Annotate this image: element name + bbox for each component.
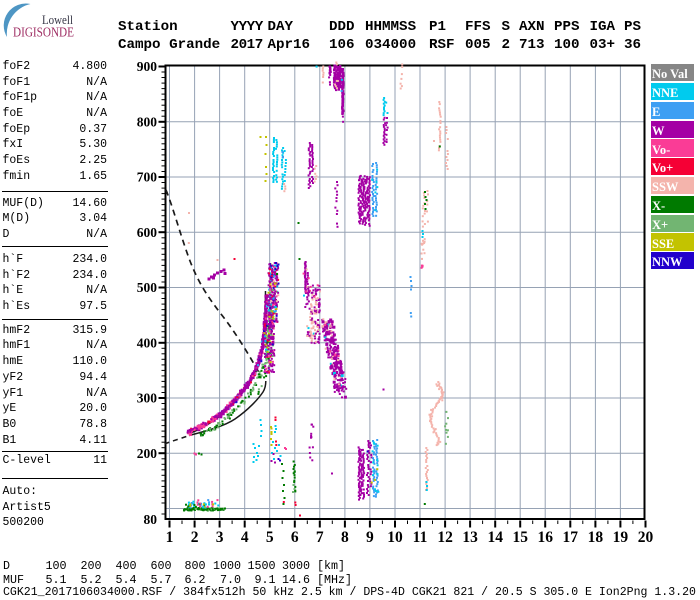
svg-text:17: 17 — [563, 529, 579, 546]
svg-text:80: 80 — [144, 512, 158, 527]
svg-text:300: 300 — [137, 391, 158, 406]
svg-text:900: 900 — [137, 59, 158, 74]
svg-text:700: 700 — [137, 170, 158, 185]
svg-text:400: 400 — [137, 335, 158, 350]
svg-text:5: 5 — [266, 529, 274, 546]
svg-text:14: 14 — [487, 529, 503, 546]
svg-text:600: 600 — [137, 225, 158, 240]
svg-text:1: 1 — [166, 529, 174, 546]
svg-text:11: 11 — [413, 529, 428, 546]
svg-text:9: 9 — [366, 529, 374, 546]
svg-text:Lowell: Lowell — [42, 13, 73, 27]
svg-text:19: 19 — [613, 529, 629, 546]
svg-text:800: 800 — [137, 114, 158, 129]
svg-text:500: 500 — [137, 280, 158, 295]
svg-text:2: 2 — [191, 529, 199, 546]
svg-text:8: 8 — [341, 529, 349, 546]
svg-text:15: 15 — [512, 529, 528, 546]
svg-text:18: 18 — [588, 529, 604, 546]
svg-text:12: 12 — [437, 529, 453, 546]
svg-text:4: 4 — [241, 529, 249, 546]
svg-text:20: 20 — [638, 529, 654, 546]
svg-text:3: 3 — [216, 529, 224, 546]
svg-text:16: 16 — [537, 529, 553, 546]
svg-text:10: 10 — [387, 529, 403, 546]
svg-text:6: 6 — [291, 529, 299, 546]
svg-text:DIGISONDE: DIGISONDE — [13, 25, 74, 40]
svg-text:200: 200 — [137, 446, 158, 461]
svg-text:13: 13 — [462, 529, 478, 546]
svg-text:7: 7 — [316, 529, 324, 546]
